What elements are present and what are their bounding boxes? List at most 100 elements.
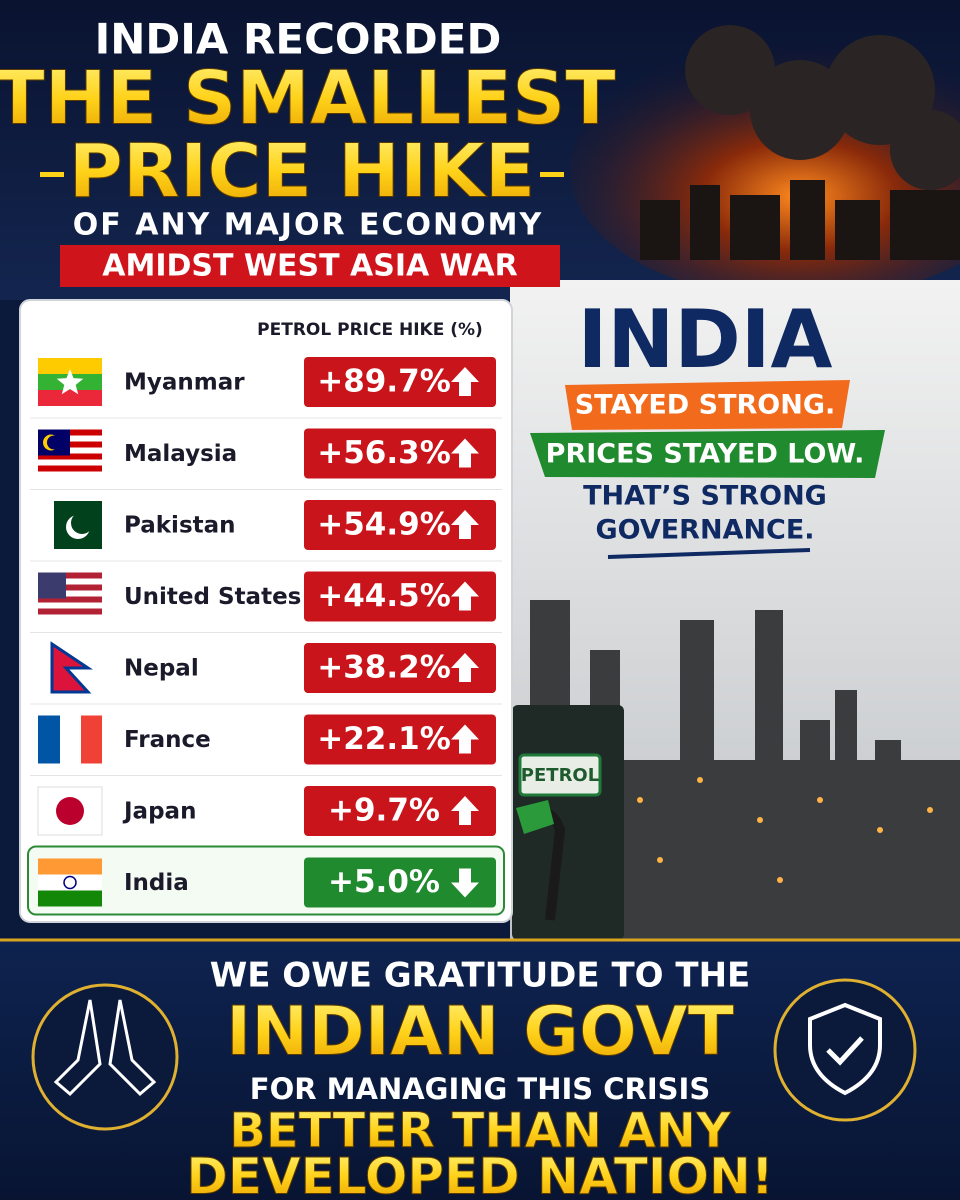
footer-line: WE OWE GRATITUDE TO THE [210, 956, 751, 996]
flag-crescent-cut [47, 435, 61, 450]
up-arrow [451, 724, 479, 754]
value-label: +38.2% [317, 650, 451, 686]
flag-stripe [38, 572, 102, 579]
pump-nozzle [516, 800, 554, 834]
message-line: GOVERNANCE. [595, 515, 814, 546]
value-box [304, 357, 496, 407]
flag [38, 429, 102, 478]
table-rows: Myanmar +89.7% Malaysia +56.3% Pakistan +54.9… [27, 357, 505, 916]
flag-band [38, 501, 54, 549]
value-box [304, 643, 496, 693]
flag-stripe [38, 715, 60, 764]
footer-headline: BETTER THAN ANY [229, 1103, 732, 1159]
flag-stripe [38, 590, 102, 597]
country-name: India [124, 870, 189, 896]
country-name: Japan [122, 799, 196, 825]
up-arrow [451, 796, 479, 825]
flag [38, 358, 102, 406]
praying-hands [53, 999, 157, 1097]
flag-stripe [38, 608, 102, 615]
banner-text: AMIDST WEST ASIA WAR [102, 249, 517, 284]
flag-stripe [38, 459, 102, 466]
down-arrow [451, 868, 479, 898]
flag-stripe [60, 715, 81, 764]
value-label: +54.9% [317, 507, 451, 543]
value-label: +44.5% [317, 578, 451, 614]
footer-line: FOR MANAGING THIS CRISIS [250, 1072, 710, 1106]
underline [607, 548, 811, 559]
city-silhouette [640, 180, 960, 260]
dash [540, 172, 564, 177]
icon-circle [773, 978, 917, 1122]
flag-stripe [38, 465, 102, 472]
flag-chakra [63, 875, 77, 890]
flag-pennant [50, 641, 93, 694]
flag-stripe [38, 358, 102, 374]
value-label: +56.3% [317, 435, 451, 471]
value-box [304, 571, 496, 622]
pump-label: PETROL [521, 765, 599, 786]
value-label: +89.7% [317, 364, 451, 400]
up-arrow [451, 438, 479, 468]
header-line: INDIA RECORDED [95, 15, 502, 64]
pump-sign [518, 753, 602, 797]
country-name: Nepal [124, 656, 199, 682]
value-label: +9.7% [328, 793, 440, 829]
message-line: STAYED STRONG. [575, 390, 836, 421]
up-arrow [451, 653, 479, 682]
flag-stripe [38, 453, 102, 460]
flag-star [56, 369, 84, 395]
up-arrow [451, 367, 479, 396]
value-label: +5.0% [328, 864, 440, 900]
country-name: United States [124, 584, 301, 610]
flag-stripe [38, 874, 102, 891]
message-line: THAT’S STRONG [583, 481, 827, 512]
flag [38, 858, 102, 907]
shield [808, 1002, 882, 1096]
flag [50, 641, 93, 694]
flag-stripe [38, 596, 102, 603]
flag [37, 786, 103, 836]
flag [38, 715, 102, 764]
flag-stripe [38, 390, 102, 406]
country-name: Pakistan [124, 513, 236, 539]
banner [60, 245, 560, 287]
country-name: Malaysia [124, 441, 237, 467]
flag-stripe [38, 471, 102, 478]
icon-circle [31, 983, 179, 1131]
flag-stripe [38, 602, 102, 609]
value-box [304, 714, 496, 765]
flag-crescent-cut [71, 512, 93, 534]
table-title: PETROL PRICE HIKE (%) [257, 320, 483, 340]
flag-stripe [81, 715, 102, 764]
flag-stripe [38, 578, 102, 585]
country-name: Myanmar [124, 370, 245, 396]
message-line: PRICES STAYED LOW. [546, 439, 865, 470]
value-box [304, 857, 496, 908]
value-box [304, 786, 496, 836]
dash [40, 172, 64, 177]
up-arrow [451, 581, 479, 611]
footer-headline: INDIAN GOVT [226, 993, 735, 1072]
message-title: INDIA [578, 293, 833, 386]
smoke [685, 25, 960, 190]
brush-green [530, 430, 885, 478]
flag-disc [56, 797, 84, 825]
flag-stripe [38, 858, 102, 875]
value-label: +22.1% [317, 721, 451, 757]
flag-stripe [38, 614, 102, 621]
header-headline: THE SMALLEST [0, 56, 616, 142]
refinery-lights [637, 777, 933, 883]
header-line: OF ANY MAJOR ECONOMY [73, 208, 543, 243]
brush-orange [565, 380, 850, 430]
up-arrow [451, 510, 479, 539]
flag-stripe [38, 584, 102, 591]
flag [38, 501, 102, 549]
flag [38, 572, 102, 621]
value-box [304, 500, 496, 550]
value-box [304, 428, 496, 479]
header-headline: PRICE HIKE [69, 129, 536, 215]
footer-headline: DEVELOPED NATION! [186, 1148, 773, 1200]
checkmark [826, 1036, 864, 1066]
